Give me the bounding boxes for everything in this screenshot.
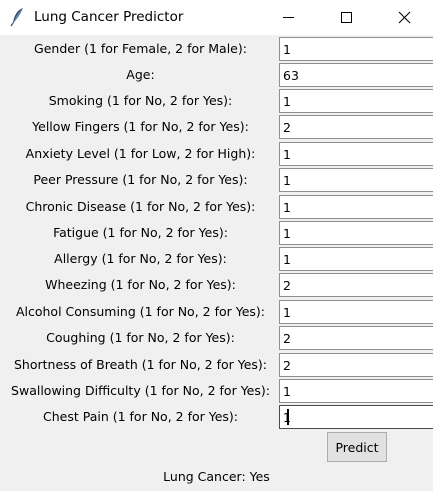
- close-icon: [398, 11, 411, 24]
- field-row-alcohol: Alcohol Consuming (1 for No, 2 for Yes):: [0, 299, 433, 325]
- yellow-fingers-field[interactable]: [279, 115, 433, 139]
- field-label-alcohol: Alcohol Consuming (1 for No, 2 for Yes):: [15, 304, 266, 319]
- maximize-button[interactable]: [317, 0, 375, 35]
- smoking-field[interactable]: [279, 89, 433, 113]
- field-label-coughing: Coughing (1 for No, 2 for Yes):: [46, 330, 235, 345]
- age-field[interactable]: [279, 63, 433, 87]
- prediction-result: Lung Cancer: Yes: [163, 469, 270, 484]
- predict-button[interactable]: Predict: [327, 432, 387, 462]
- chest-pain-field[interactable]: [279, 405, 433, 429]
- swallowing-difficulty-field[interactable]: [279, 379, 433, 403]
- coughing-field[interactable]: [279, 326, 433, 350]
- field-label-age: Age:: [126, 67, 155, 82]
- field-label-peer-pressure: Peer Pressure (1 for No, 2 for Yes):: [33, 172, 248, 187]
- allergy-field[interactable]: [279, 247, 433, 271]
- field-row-anxiety: Anxiety Level (1 for Low, 2 for High):: [0, 141, 433, 167]
- field-row-fatigue: Fatigue (1 for No, 2 for Yes):: [0, 220, 433, 246]
- field-row-chronic-disease: Chronic Disease (1 for No, 2 for Yes):: [0, 194, 433, 220]
- field-label-wheezing: Wheezing (1 for No, 2 for Yes):: [45, 277, 236, 292]
- window-title: Lung Cancer Predictor: [34, 9, 184, 25]
- wheezing-field[interactable]: [279, 273, 433, 297]
- field-label-fatigue: Fatigue (1 for No, 2 for Yes):: [53, 225, 228, 240]
- field-label-chest-pain: Chest Pain (1 for No, 2 for Yes):: [43, 409, 238, 424]
- field-row-yellow-fingers: Yellow Fingers (1 for No, 2 for Yes):: [0, 114, 433, 140]
- field-row-wheezing: Wheezing (1 for No, 2 for Yes):: [0, 272, 433, 298]
- field-label-gender: Gender (1 for Female, 2 for Male):: [34, 41, 247, 56]
- field-row-swallowing-difficulty: Swallowing Difficulty (1 for No, 2 for Y…: [0, 378, 433, 404]
- shortness-of-breath-field[interactable]: [279, 353, 433, 377]
- field-label-anxiety: Anxiety Level (1 for Low, 2 for High):: [25, 146, 256, 161]
- field-row-shortness-of-breath: Shortness of Breath (1 for No, 2 for Yes…: [0, 352, 433, 378]
- chronic-disease-field[interactable]: [279, 195, 433, 219]
- field-row-coughing: Coughing (1 for No, 2 for Yes):: [0, 325, 433, 351]
- field-row-allergy: Allergy (1 for No, 2 for Yes):: [0, 246, 433, 272]
- field-row-peer-pressure: Peer Pressure (1 for No, 2 for Yes):: [0, 167, 433, 193]
- close-button[interactable]: [375, 0, 433, 35]
- anxiety-field[interactable]: [279, 142, 433, 166]
- peer-pressure-field[interactable]: [279, 168, 433, 192]
- field-label-yellow-fingers: Yellow Fingers (1 for No, 2 for Yes):: [32, 119, 249, 134]
- field-row-smoking: Smoking (1 for No, 2 for Yes):: [0, 88, 433, 114]
- field-row-gender: Gender (1 for Female, 2 for Male):: [0, 36, 433, 62]
- gender-field[interactable]: [279, 37, 433, 61]
- field-label-allergy: Allergy (1 for No, 2 for Yes):: [54, 251, 227, 266]
- feather-icon: [10, 7, 26, 27]
- field-label-smoking: Smoking (1 for No, 2 for Yes):: [48, 93, 233, 108]
- field-row-age: Age:: [0, 62, 433, 88]
- alcohol-field[interactable]: [279, 300, 433, 324]
- title-bar[interactable]: Lung Cancer Predictor: [0, 0, 433, 35]
- minimize-button[interactable]: [259, 0, 317, 35]
- maximize-icon: [341, 12, 352, 23]
- field-row-chest-pain: Chest Pain (1 for No, 2 for Yes):: [0, 404, 433, 430]
- fatigue-field[interactable]: [279, 221, 433, 245]
- field-label-shortness-of-breath: Shortness of Breath (1 for No, 2 for Yes…: [13, 357, 268, 372]
- field-label-chronic-disease: Chronic Disease (1 for No, 2 for Yes):: [25, 199, 256, 214]
- text-cursor: [287, 409, 289, 425]
- field-label-swallowing-difficulty: Swallowing Difficulty (1 for No, 2 for Y…: [11, 383, 270, 398]
- minimize-icon: [283, 17, 294, 18]
